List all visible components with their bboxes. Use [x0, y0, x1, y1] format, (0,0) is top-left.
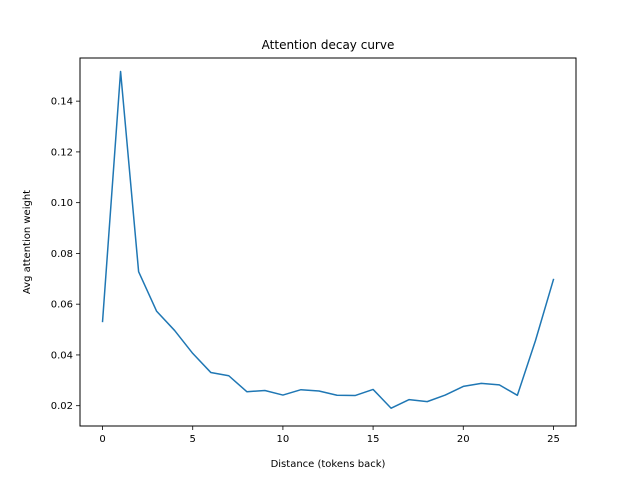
chart-title: Attention decay curve — [262, 38, 395, 52]
x-axis-label: Distance (tokens back) — [271, 459, 386, 470]
y-tick-label: 0.10 — [51, 198, 73, 209]
y-tick-label: 0.14 — [51, 97, 73, 108]
series-line — [101, 70, 555, 409]
y-tick-label: 0.04 — [51, 350, 73, 361]
x-tick-label: 5 — [190, 434, 196, 445]
x-tick-label: 25 — [547, 434, 560, 445]
x-tick-label: 20 — [457, 434, 470, 445]
y-axis-label: Avg attention weight — [22, 190, 33, 294]
y-tick-label: 0.12 — [51, 147, 73, 158]
y-tick-label: 0.08 — [51, 249, 73, 260]
y-tick-label: 0.02 — [51, 401, 73, 412]
x-tick-label: 15 — [367, 434, 380, 445]
x-tick-label: 0 — [99, 434, 105, 445]
x-tick-label: 10 — [277, 434, 290, 445]
plot-layer: 0 5 10 15 20 25 0.02 0.04 0.06 0.08 0.10 0.12 0.14 — [51, 70, 560, 445]
plot-frame — [79, 57, 577, 427]
y-tick-label: 0.06 — [51, 300, 73, 311]
